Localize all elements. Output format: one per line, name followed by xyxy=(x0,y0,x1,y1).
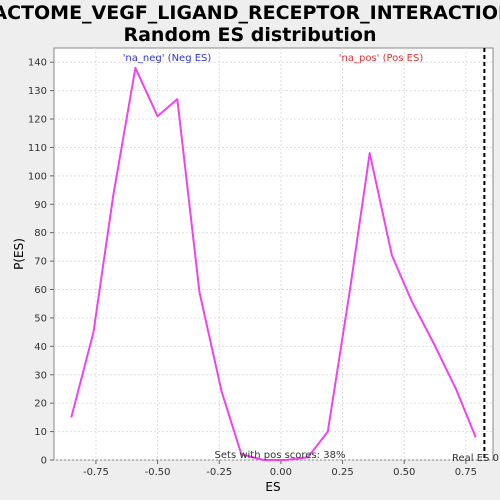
x-tick-label: -0.25 xyxy=(206,467,232,478)
y-tick-label: 110 xyxy=(28,143,47,154)
y-tick-label: 60 xyxy=(34,285,47,296)
y-tick-label: 130 xyxy=(28,86,47,97)
x-tick-label: 0.50 xyxy=(393,467,415,478)
y-tick-label: 0 xyxy=(41,456,47,467)
y-axis-label: P(ES) xyxy=(12,238,26,270)
y-tick-label: 40 xyxy=(34,342,47,353)
x-tick-label: -0.75 xyxy=(83,467,109,478)
y-tick-label: 90 xyxy=(34,200,47,211)
x-axis: -0.75 -0.50 -0.25 0.00 0.25 0.50 0.75 xyxy=(83,460,477,478)
plot-area xyxy=(54,48,493,460)
x-tick-label: 0.25 xyxy=(331,467,353,478)
real-es-label: Real ES 0 xyxy=(452,453,499,464)
y-tick-label: 100 xyxy=(28,171,47,182)
y-tick-label: 80 xyxy=(34,228,47,239)
y-tick-label: 140 xyxy=(28,58,47,69)
chart-title-line-2: Random ES distribution xyxy=(123,24,376,46)
y-tick-label: 50 xyxy=(34,313,47,324)
y-tick-label: 120 xyxy=(28,115,47,126)
x-tick-label: -0.50 xyxy=(145,467,171,478)
y-axis: 0 10 20 30 40 50 60 70 80 90 100 110 120 130 140 xyxy=(28,58,54,467)
x-tick-label: 0.75 xyxy=(455,467,477,478)
x-tick-label: 0.00 xyxy=(270,467,292,478)
pos-es-label: 'na_pos' (Pos ES) xyxy=(339,53,424,64)
chart-title-line-1: REACTOME_VEGF_LIGAND_RECEPTOR_INTERACTIO… xyxy=(0,2,500,24)
y-tick-label: 70 xyxy=(34,257,47,268)
x-axis-label: ES xyxy=(265,480,280,494)
y-tick-label: 10 xyxy=(34,427,47,438)
neg-es-label: 'na_neg' (Neg ES) xyxy=(123,53,212,64)
sets-pos-scores-label: Sets with pos scores: 38% xyxy=(215,450,346,461)
y-tick-label: 30 xyxy=(34,370,47,381)
y-tick-label: 20 xyxy=(34,399,47,410)
